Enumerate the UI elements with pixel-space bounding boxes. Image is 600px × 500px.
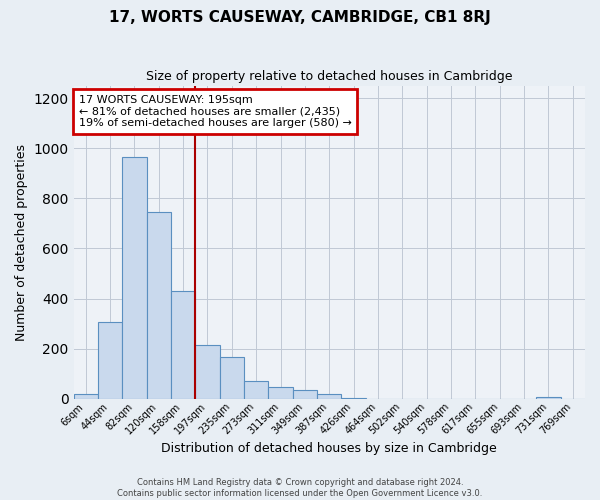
Text: Contains HM Land Registry data © Crown copyright and database right 2024.
Contai: Contains HM Land Registry data © Crown c… [118,478,482,498]
Bar [293,390,317,399]
Text: 17, WORTS CAUSEWAY, CAMBRIDGE, CB1 8RJ: 17, WORTS CAUSEWAY, CAMBRIDGE, CB1 8RJ [109,10,491,25]
Y-axis label: Number of detached properties: Number of detached properties [15,144,28,340]
Bar [317,394,341,399]
Bar [341,398,366,399]
Bar [171,291,196,399]
Bar [146,212,171,399]
Bar [268,386,293,399]
Bar [220,358,244,399]
X-axis label: Distribution of detached houses by size in Cambridge: Distribution of detached houses by size … [161,442,497,455]
Bar [98,322,122,399]
Bar [536,396,560,399]
Bar [74,394,98,399]
Text: 17 WORTS CAUSEWAY: 195sqm
← 81% of detached houses are smaller (2,435)
19% of se: 17 WORTS CAUSEWAY: 195sqm ← 81% of detac… [79,95,352,128]
Title: Size of property relative to detached houses in Cambridge: Size of property relative to detached ho… [146,70,512,83]
Bar [244,381,268,399]
Bar [122,157,146,399]
Bar [196,345,220,399]
